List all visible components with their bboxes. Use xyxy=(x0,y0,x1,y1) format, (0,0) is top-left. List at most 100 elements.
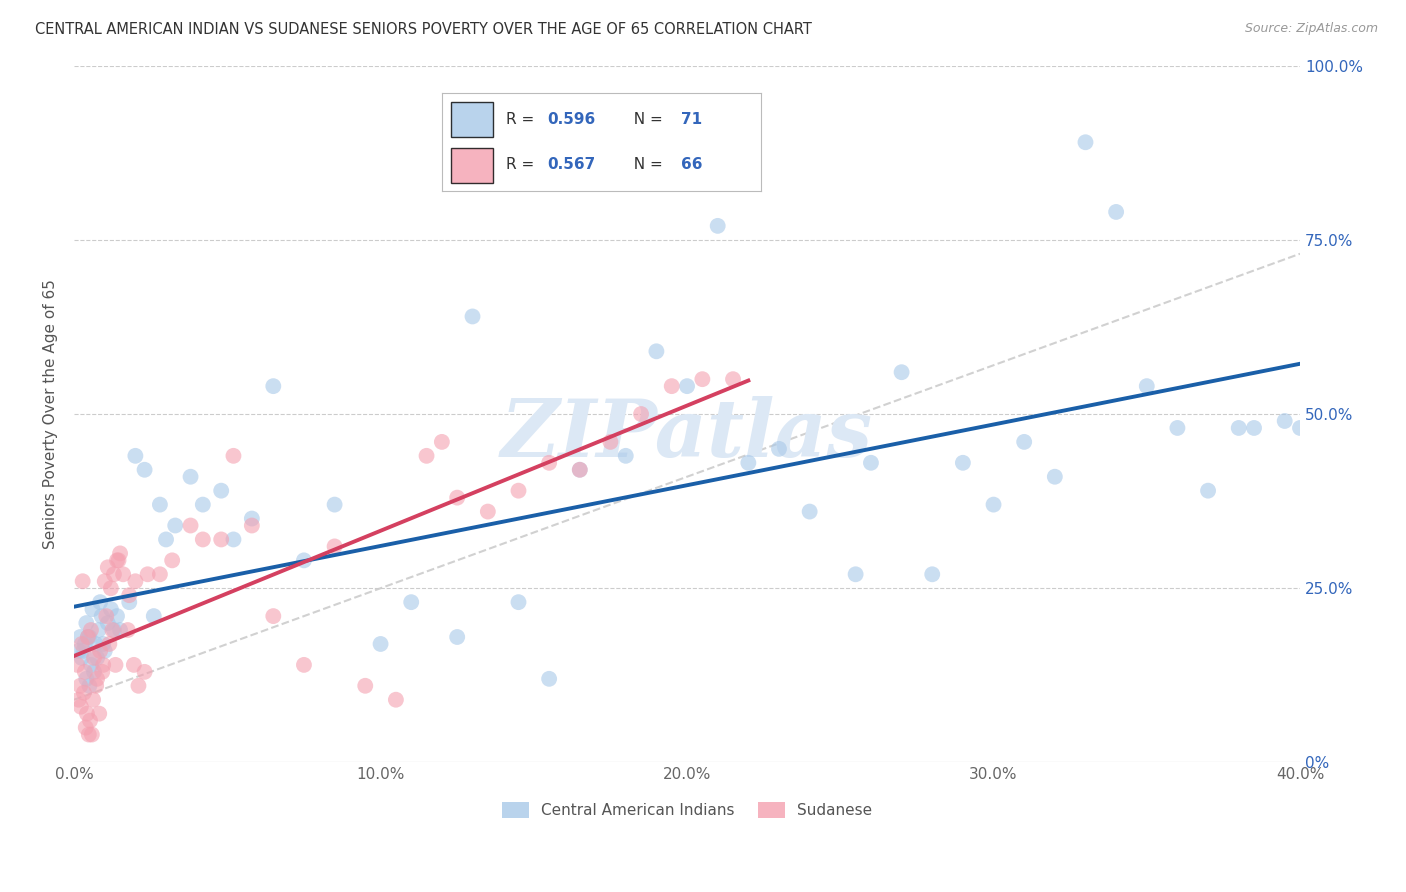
Point xyxy=(73,686,96,700)
Point xyxy=(134,463,156,477)
Point xyxy=(262,609,284,624)
Point xyxy=(983,498,1005,512)
Point xyxy=(108,546,131,560)
Point xyxy=(538,672,561,686)
Point xyxy=(461,310,484,324)
Point xyxy=(98,637,121,651)
Point xyxy=(67,692,90,706)
Point xyxy=(568,463,591,477)
Point xyxy=(86,672,108,686)
Point xyxy=(859,456,882,470)
Point xyxy=(292,657,315,672)
Point xyxy=(1074,135,1097,149)
Point xyxy=(80,727,103,741)
Point xyxy=(149,567,172,582)
Point xyxy=(921,567,943,582)
Point xyxy=(323,540,346,554)
Point xyxy=(430,434,453,449)
Point xyxy=(80,623,103,637)
Point xyxy=(84,679,107,693)
Point xyxy=(87,623,110,637)
Point xyxy=(165,518,187,533)
Text: CENTRAL AMERICAN INDIAN VS SUDANESE SENIORS POVERTY OVER THE AGE OF 65 CORRELATI: CENTRAL AMERICAN INDIAN VS SUDANESE SENI… xyxy=(35,22,813,37)
Point xyxy=(83,651,105,665)
Point xyxy=(599,434,621,449)
Point xyxy=(240,518,263,533)
Point xyxy=(191,533,214,547)
Point xyxy=(737,456,759,470)
Point xyxy=(415,449,437,463)
Point xyxy=(1197,483,1219,498)
Point xyxy=(86,651,108,665)
Point xyxy=(1289,421,1312,435)
Point xyxy=(1012,434,1035,449)
Point xyxy=(292,553,315,567)
Point xyxy=(77,630,100,644)
Point xyxy=(399,595,422,609)
Text: ZIPatlas: ZIPatlas xyxy=(501,396,873,474)
Point xyxy=(155,533,177,547)
Point xyxy=(209,483,232,498)
Point xyxy=(209,533,232,547)
Point xyxy=(66,657,89,672)
Point xyxy=(127,679,149,693)
Point xyxy=(180,469,202,483)
Point xyxy=(112,567,135,582)
Point xyxy=(69,679,91,693)
Point xyxy=(142,609,165,624)
Point xyxy=(124,449,146,463)
Point xyxy=(370,637,392,651)
Point xyxy=(69,699,91,714)
Point xyxy=(890,365,912,379)
Point xyxy=(69,630,91,644)
Point xyxy=(72,644,94,658)
Point xyxy=(107,553,129,567)
Point xyxy=(1105,205,1128,219)
Point xyxy=(100,581,122,595)
Point xyxy=(508,595,530,609)
Point xyxy=(70,637,93,651)
Point xyxy=(67,644,90,658)
Point xyxy=(385,692,408,706)
Point xyxy=(76,706,98,721)
Point xyxy=(82,692,104,706)
Point xyxy=(124,574,146,589)
Point xyxy=(1227,421,1250,435)
Point xyxy=(1166,421,1188,435)
Point xyxy=(262,379,284,393)
Point xyxy=(768,442,790,456)
Point xyxy=(97,616,120,631)
Point xyxy=(90,609,112,624)
Point xyxy=(1043,469,1066,483)
Point xyxy=(83,665,105,679)
Point xyxy=(568,463,591,477)
Point xyxy=(240,511,263,525)
Point xyxy=(103,623,125,637)
Point xyxy=(706,219,728,233)
Point xyxy=(101,623,124,637)
Point xyxy=(676,379,699,393)
Point xyxy=(136,567,159,582)
Point xyxy=(72,574,94,589)
Point xyxy=(614,449,637,463)
Point xyxy=(222,449,245,463)
Y-axis label: Seniors Poverty Over the Age of 65: Seniors Poverty Over the Age of 65 xyxy=(44,279,58,549)
Point xyxy=(91,637,114,651)
Point xyxy=(79,679,101,693)
Point xyxy=(191,498,214,512)
Point xyxy=(79,714,101,728)
Legend: Central American Indians, Sudanese: Central American Indians, Sudanese xyxy=(495,797,879,824)
Point xyxy=(1274,414,1296,428)
Point xyxy=(93,574,115,589)
Point xyxy=(75,672,97,686)
Point xyxy=(82,602,104,616)
Point xyxy=(323,498,346,512)
Point xyxy=(73,665,96,679)
Point xyxy=(100,602,122,616)
Point xyxy=(721,372,744,386)
Point xyxy=(446,630,468,644)
Point xyxy=(103,567,125,582)
Point xyxy=(952,456,974,470)
Point xyxy=(477,505,499,519)
Point xyxy=(93,644,115,658)
